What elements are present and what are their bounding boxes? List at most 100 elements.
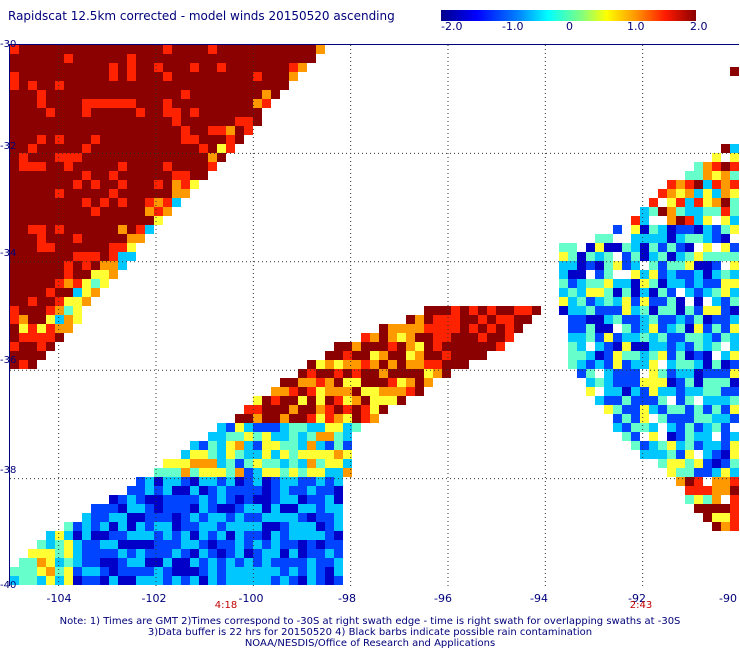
wind-pixel — [100, 558, 109, 567]
wind-pixel — [118, 576, 127, 585]
wind-pixel — [73, 117, 82, 126]
wind-pixel — [712, 297, 721, 306]
wind-pixel — [613, 243, 622, 252]
wind-pixel — [721, 414, 730, 423]
wind-pixel — [100, 261, 109, 270]
wind-pixel — [10, 234, 19, 243]
wind-pixel — [685, 450, 694, 459]
wind-pixel — [676, 423, 685, 432]
wind-pixel — [64, 225, 73, 234]
wind-pixel — [64, 288, 73, 297]
wind-pixel — [91, 135, 100, 144]
wind-pixel — [631, 324, 640, 333]
wind-pixel — [730, 387, 739, 396]
wind-pixel — [28, 207, 37, 216]
wind-pixel — [208, 90, 217, 99]
wind-pixel — [289, 495, 298, 504]
wind-pixel — [172, 549, 181, 558]
wind-pixel — [676, 369, 685, 378]
wind-pixel — [46, 333, 55, 342]
wind-pixel — [10, 99, 19, 108]
wind-pixel — [298, 405, 307, 414]
wind-pixel — [622, 342, 631, 351]
wind-pixel — [73, 531, 82, 540]
wind-pixel — [397, 369, 406, 378]
wind-pixel — [226, 504, 235, 513]
wind-pixel — [703, 450, 712, 459]
wind-pixel — [712, 387, 721, 396]
wind-pixel — [298, 459, 307, 468]
wind-pixel — [118, 207, 127, 216]
wind-pixel — [667, 405, 676, 414]
wind-pixel — [235, 567, 244, 576]
wind-pixel — [28, 144, 37, 153]
wind-pixel — [145, 135, 154, 144]
wind-pixel — [325, 351, 334, 360]
wind-pixel — [28, 576, 37, 585]
wind-pixel — [694, 216, 703, 225]
wind-pixel — [109, 243, 118, 252]
wind-pixel — [46, 540, 55, 549]
wind-pixel — [19, 243, 28, 252]
wind-pixel — [73, 567, 82, 576]
wind-pixel — [712, 522, 721, 531]
wind-pixel — [640, 315, 649, 324]
wind-pixel — [730, 351, 739, 360]
wind-pixel — [82, 99, 91, 108]
wind-pixel — [100, 126, 109, 135]
wind-pixel — [55, 162, 64, 171]
wind-pixel — [712, 324, 721, 333]
wind-pixel — [694, 477, 703, 486]
wind-pixel — [685, 396, 694, 405]
wind-pixel — [460, 360, 469, 369]
wind-pixel — [10, 261, 19, 270]
wind-pixel — [694, 405, 703, 414]
wind-pixel — [694, 315, 703, 324]
wind-pixel — [379, 387, 388, 396]
wind-pixel — [325, 513, 334, 522]
wind-pixel — [640, 216, 649, 225]
wind-pixel — [289, 468, 298, 477]
wind-pixel — [388, 360, 397, 369]
wind-pixel — [235, 468, 244, 477]
wind-pixel — [127, 144, 136, 153]
wind-pixel — [334, 531, 343, 540]
wind-pixel — [73, 144, 82, 153]
wind-pixel — [208, 432, 217, 441]
wind-pixel — [343, 351, 352, 360]
wind-pixel — [622, 297, 631, 306]
wind-pixel — [136, 117, 145, 126]
wind-pixel — [217, 495, 226, 504]
wind-pixel — [19, 153, 28, 162]
wind-pixel — [163, 486, 172, 495]
wind-pixel — [307, 45, 316, 54]
wind-pixel — [388, 396, 397, 405]
wind-pixel — [325, 441, 334, 450]
wind-pixel — [181, 153, 190, 162]
wind-pixel — [55, 99, 64, 108]
wind-pixel — [100, 180, 109, 189]
wind-pixel — [118, 72, 127, 81]
wind-pixel — [127, 162, 136, 171]
wind-pixel — [694, 270, 703, 279]
wind-pixel — [127, 45, 136, 54]
wind-pixel — [568, 351, 577, 360]
wind-pixel — [262, 450, 271, 459]
wind-pixel — [136, 144, 145, 153]
wind-pixel — [64, 306, 73, 315]
wind-pixel — [298, 54, 307, 63]
wind-pixel — [55, 171, 64, 180]
wind-pixel — [181, 72, 190, 81]
wind-pixel — [451, 324, 460, 333]
wind-pixel — [721, 234, 730, 243]
wind-pixel — [721, 315, 730, 324]
wind-pixel — [19, 144, 28, 153]
colorbar-tick-label: 1.0 — [627, 20, 645, 33]
wind-pixel — [235, 522, 244, 531]
wind-pixel — [253, 504, 262, 513]
wind-pixel — [712, 495, 721, 504]
wind-pixel — [163, 99, 172, 108]
wind-pixel — [37, 144, 46, 153]
wind-pixel — [109, 270, 118, 279]
wind-pixel — [613, 279, 622, 288]
